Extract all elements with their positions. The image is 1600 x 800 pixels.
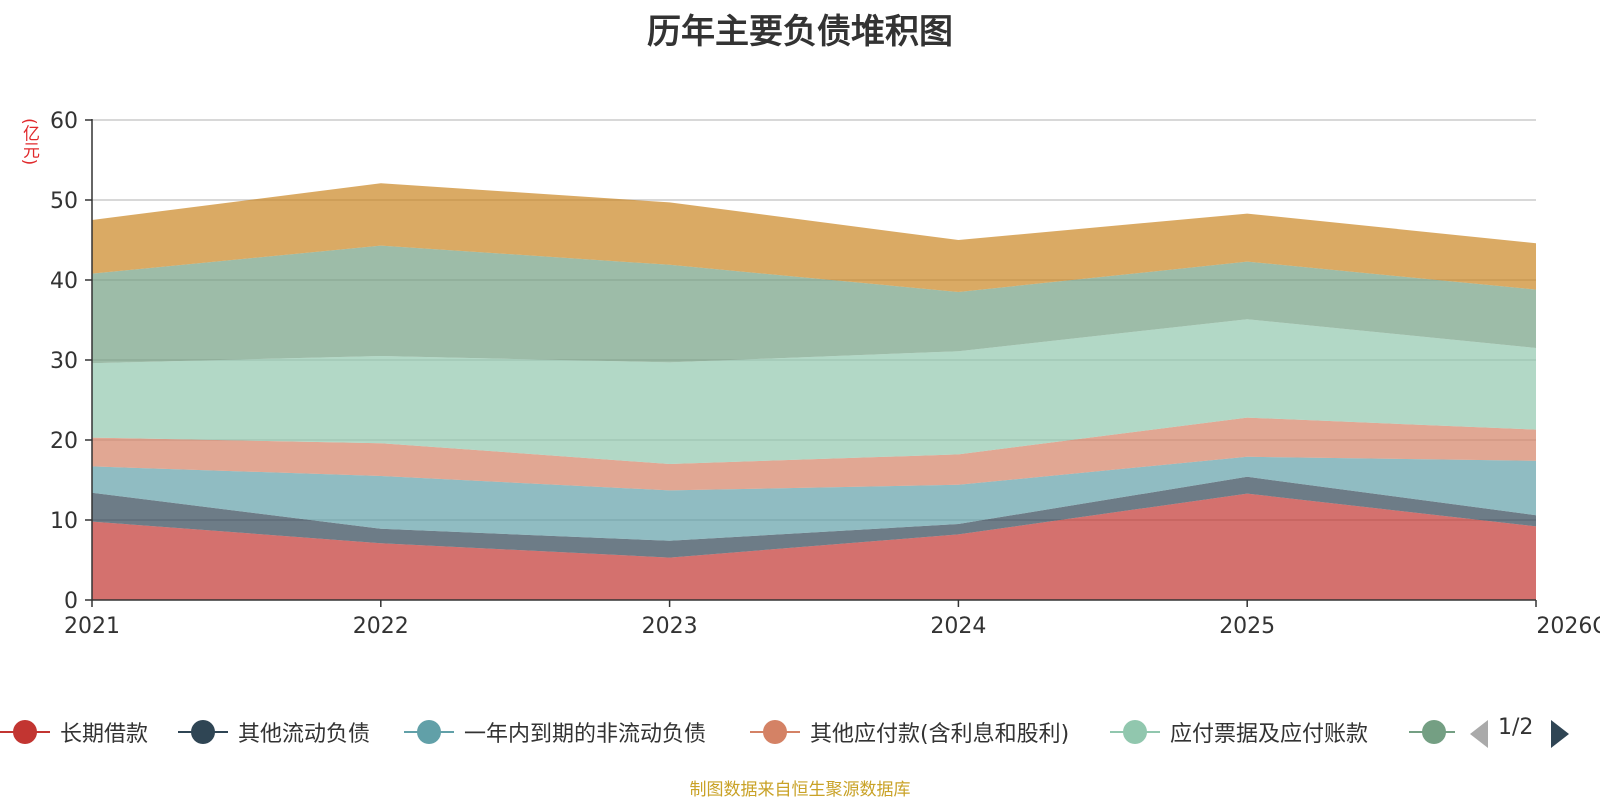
y-tick-label-40: 40 — [50, 269, 78, 294]
legend-item-label: 应付票据及应付账款 — [1170, 722, 1369, 747]
legend-item-label: 其他应付款(含利息和股利) — [810, 722, 1070, 747]
legend-item-1[interactable]: 长期借款 — [0, 712, 148, 752]
legend-item-3[interactable]: 一年内到期的非流动负债 — [404, 712, 706, 752]
x-tick-labels: 2021 2022 2023 2024 2025 2026Q1 — [64, 614, 1600, 639]
x-tick-label-2021: 2021 — [64, 614, 120, 639]
y-tick-label-30: 30 — [50, 349, 78, 374]
x-tick-label-2023: 2023 — [642, 614, 698, 639]
legend-item-4[interactable]: 其他应付款(含利息和股利) — [750, 712, 1069, 752]
x-tick-label-2025: 2025 — [1219, 614, 1275, 639]
legend-marker-icon — [0, 712, 50, 752]
y-tick-label-50: 50 — [50, 189, 78, 214]
legend-marker-icon — [1409, 712, 1455, 752]
legend-marker-icon — [404, 712, 454, 752]
y-tick-label-10: 10 — [50, 509, 78, 534]
legend-item-5[interactable]: 应付票据及应付账款 — [1110, 712, 1368, 752]
stacked-areas — [92, 183, 1536, 600]
area-series-2[interactable] — [92, 476, 1536, 558]
axes — [85, 119, 1537, 607]
y-tick-label-0: 0 — [64, 589, 78, 614]
legend-item-label: 一年内到期的非流动负债 — [464, 722, 707, 747]
area-series-4[interactable] — [92, 417, 1536, 491]
chart-plot-area: 0 10 20 30 40 50 60 2021 2022 2023 2024 2025 2026Q1 — [50, 109, 1600, 639]
legend-item-label: 长期借款 — [60, 722, 149, 747]
legend-item-6[interactable]: 短 — [1409, 712, 1455, 752]
area-series-6[interactable] — [92, 245, 1536, 364]
area-series-5[interactable] — [92, 319, 1536, 464]
y-tick-labels: 0 10 20 30 40 50 60 — [50, 109, 78, 614]
y-tick-label-60: 60 — [50, 109, 78, 134]
x-tick-label-2024: 2024 — [930, 614, 986, 639]
legend: 长期借款 其他流动负债 一年内到期的非流动负债 其他应付款(含利息和股利) 应付票据及应… — [0, 712, 1455, 752]
x-tick-label-2026Q1: 2026Q1 — [1536, 614, 1600, 639]
legend-marker-icon — [178, 712, 228, 752]
y-tick-label-20: 20 — [50, 429, 78, 454]
legend-marker-icon — [750, 712, 800, 752]
area-series-7[interactable] — [92, 183, 1536, 292]
chart-title: 历年主要负债堆积图 — [647, 12, 953, 52]
y-axis-unit-label: (亿元) — [19, 118, 39, 166]
legend-item-label: 其他流动负债 — [238, 722, 371, 747]
area-series-1[interactable] — [92, 493, 1536, 600]
x-tick-label-2022: 2022 — [353, 614, 409, 639]
legend-item-2[interactable]: 其他流动负债 — [178, 712, 370, 752]
legend-page-indicator: 1/2 — [1498, 715, 1534, 740]
legend-next-page-icon[interactable] — [1551, 720, 1569, 748]
area-series-3[interactable] — [92, 456, 1536, 541]
legend-marker-icon — [1110, 712, 1160, 752]
source-note: 制图数据来自恒生聚源数据库 — [689, 780, 911, 800]
legend-prev-page-icon[interactable] — [1470, 720, 1488, 748]
